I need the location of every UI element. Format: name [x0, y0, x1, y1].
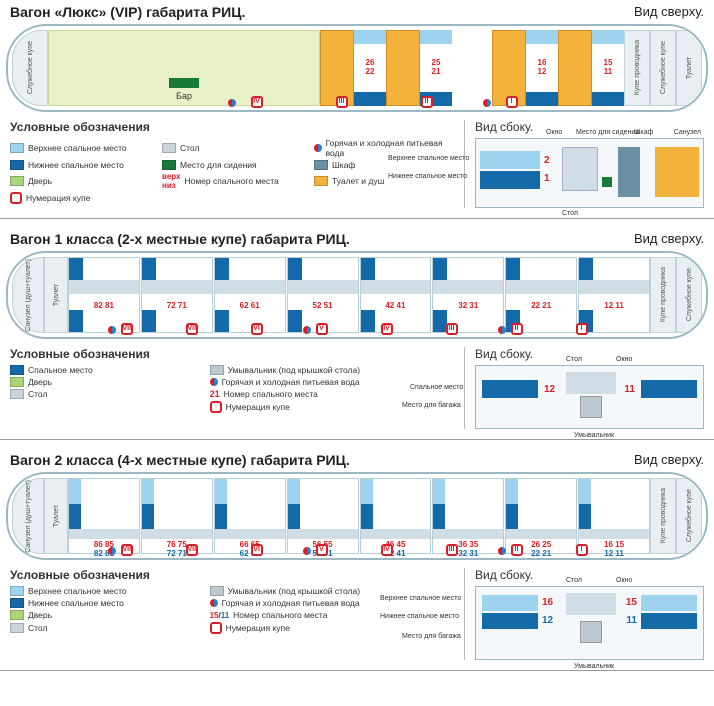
side-view: Вид сбоку.СтолОкно1211Спальное местоМест… — [464, 347, 704, 429]
side-view: Вид сбоку.СтолОкно16121511Верхнее спальн… — [464, 568, 704, 660]
compartment-marker: I — [506, 96, 518, 108]
wagon-section-lux: Вагон «Люкс» (VIP) габарита РИЦ. Вид свер… — [0, 0, 714, 219]
legend-item: Нижнее спальное место — [10, 160, 152, 170]
wagon-section-c2: Вагон 2 класса (4-х местные купе) габари… — [0, 448, 714, 671]
legend: Условные обозначения Верхнее спальное мес… — [10, 120, 456, 208]
compartment-marker: II — [511, 544, 523, 556]
wagon-diagram: Санузел (душ+туалет)Туалет82 8172 7162 6… — [6, 251, 708, 339]
legend-item: Стол — [10, 622, 200, 634]
legend: Условные обозначения Спальное место Умывал… — [10, 347, 456, 429]
compartment-marker: IV — [381, 544, 393, 556]
compartment-marker: VIII — [121, 323, 133, 335]
compartment-marker: I — [576, 323, 588, 335]
legend-item: Стол — [162, 138, 304, 158]
side-view: Вид сбоку.ОкноМесто для сиденияШкафСануз… — [464, 120, 704, 208]
wagon-title: Вагон 1 класса (2-х местные купе) габари… — [10, 231, 350, 247]
compartment-marker: VI — [251, 323, 263, 335]
legend-item: Верхнее спальное место — [10, 138, 152, 158]
legend-item: Верхнее спальное место — [10, 586, 200, 596]
compartment-marker: IV — [381, 323, 393, 335]
compartment-marker: I — [576, 544, 588, 556]
wagon-section-c1: Вагон 1 класса (2-х местные купе) габари… — [0, 227, 714, 440]
legend-item: Стол — [10, 389, 200, 399]
legend-item: Дверь — [10, 377, 200, 387]
compartment-marker: VII — [186, 544, 198, 556]
legend-title: Условные обозначения — [10, 568, 456, 582]
compartment-marker: VII — [186, 323, 198, 335]
legend-item: Умывальник (под крышкой стола) — [210, 365, 456, 375]
legend-item: верхнизНомер спального места — [162, 172, 304, 190]
side-view-title: Вид сбоку. — [475, 568, 704, 582]
wagon-title: Вагон 2 класса (4-х местные купе) габари… — [10, 452, 350, 468]
top-view-label: Вид сверху. — [634, 231, 704, 247]
compartment-marker: II — [421, 96, 433, 108]
compartment-marker: V — [316, 544, 328, 556]
legend-title: Условные обозначения — [10, 120, 456, 134]
wagon-diagram: Санузел (душ+туалет)Туалет86 8582 8176 7… — [6, 472, 708, 560]
legend-item: Нумерация купе — [10, 192, 152, 204]
compartment-marker: IV — [251, 96, 263, 108]
legend-item: Нижнее спальное место — [10, 598, 200, 608]
legend-item: Дверь — [10, 172, 152, 190]
wagon-diagram: Служебное купеБар2622252116121511Купе пр… — [6, 24, 708, 112]
compartment-marker: III — [336, 96, 348, 108]
top-view-label: Вид сверху. — [634, 4, 704, 20]
compartment-marker: III — [446, 544, 458, 556]
compartment-marker: VI — [251, 544, 263, 556]
side-view-title: Вид сбоку. — [475, 347, 704, 361]
legend-item: Дверь — [10, 610, 200, 620]
legend-item: Место для сидения — [162, 160, 304, 170]
legend-item: Спальное место — [10, 365, 200, 375]
compartment-marker: V — [316, 323, 328, 335]
compartment-marker: II — [511, 323, 523, 335]
compartment-marker: VIII — [121, 544, 133, 556]
legend-title: Условные обозначения — [10, 347, 456, 361]
top-view-label: Вид сверху. — [634, 452, 704, 468]
wagon-title: Вагон «Люкс» (VIP) габарита РИЦ. — [10, 4, 245, 20]
compartment-marker: III — [446, 323, 458, 335]
